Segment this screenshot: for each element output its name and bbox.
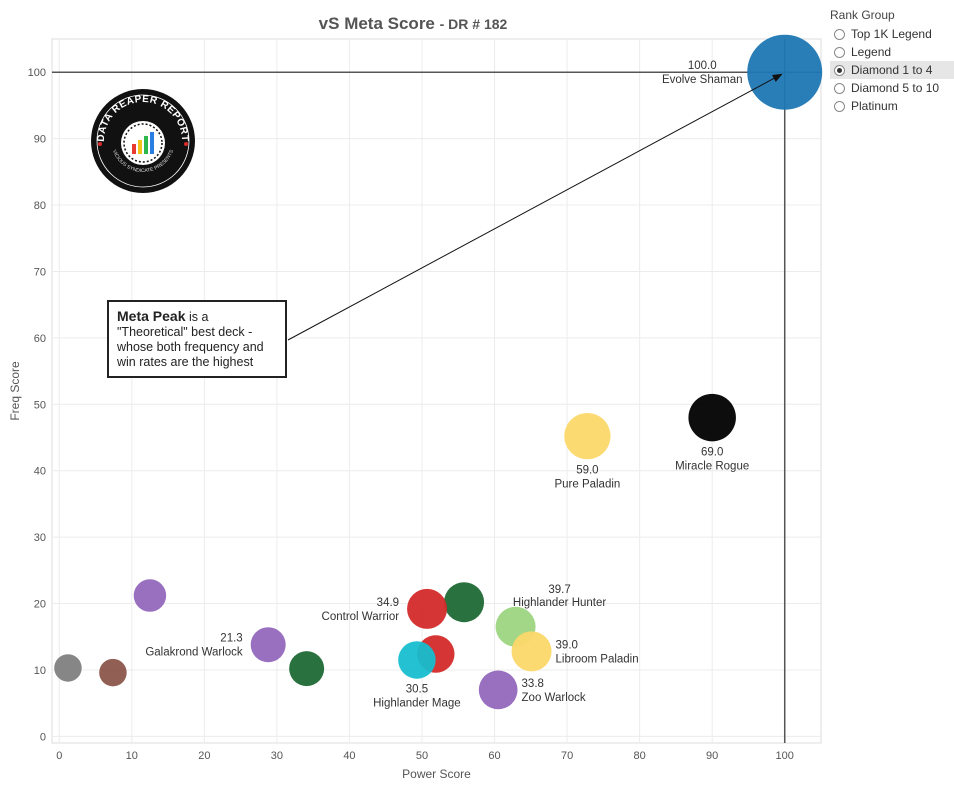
data-point [747,34,823,110]
data-point [54,654,82,682]
point-name-label: Zoo Warlock [522,692,586,704]
x-tick-label: 100 [776,750,794,762]
x-tick-label: 90 [706,750,718,762]
data-point [511,631,552,672]
radio-icon[interactable] [834,100,845,112]
legend-title: Rank Group [830,8,895,22]
rank-group-option-label: Diamond 5 to 10 [851,81,940,95]
rank-group-option[interactable]: Diamond 5 to 10 [830,79,954,97]
data-point [398,641,436,679]
point-score-label: 100.0 [688,60,717,72]
x-tick-label: 20 [198,750,210,762]
data-reaper-report-logo: DATA REAPER REPORT VICIOUS SYNDICATE PRE… [91,89,195,193]
point-score-label: 21.3 [220,633,242,645]
data-point [133,579,167,612]
point-name-label: Libroom Paladin [556,653,639,665]
x-tick-label: 80 [634,750,646,762]
point-score-label: 39.7 [548,584,570,596]
y-tick-label: 10 [34,665,46,677]
point-score-label: 34.9 [377,597,399,609]
x-tick-label: 60 [488,750,500,762]
data-point [250,627,286,663]
annotation-arrow [287,73,783,341]
point-score-label: 39.0 [556,639,578,651]
rank-group-option[interactable]: Diamond 1 to 4 [830,61,954,79]
data-point [407,588,448,629]
data-point [564,413,611,460]
radio-icon[interactable] [834,64,845,76]
point-name-label: Galakrond Warlock [145,647,243,659]
point-score-label: 59.0 [576,464,598,476]
rank-group-option-label: Diamond 1 to 4 [851,63,933,77]
y-tick-label: 90 [34,134,46,146]
x-tick-label: 10 [126,750,138,762]
x-axis-title: Power Score [402,767,471,781]
data-point [444,582,485,623]
data-point [478,670,518,710]
rank-group-option[interactable]: Platinum [830,97,954,115]
radio-icon[interactable] [834,46,845,58]
y-tick-label: 50 [34,399,46,411]
chart-title: vS Meta Score - DR # 182 [319,14,508,33]
x-tick-label: 50 [416,750,428,762]
rank-group-legend: Rank Group Top 1K Legend Legend Diamond 1 … [830,8,954,115]
y-tick-label: 0 [40,731,46,743]
rank-group-option-label: Platinum [851,99,898,113]
x-tick-label: 40 [343,750,355,762]
y-tick-label: 40 [34,466,46,478]
x-tick-label: 0 [56,750,62,762]
annotation-text: is a "Theoretical" best deck - whose bot… [117,310,264,369]
x-tick-label: 70 [561,750,573,762]
y-tick-label: 80 [34,200,46,212]
y-axis-title: Freq Score [8,361,22,421]
radio-icon[interactable] [834,82,845,94]
x-tick-label: 30 [271,750,283,762]
rank-group-option[interactable]: Top 1K Legend [830,25,954,43]
radio-icon[interactable] [834,28,845,40]
point-name-label: Highlander Mage [373,698,461,710]
y-tick-label: 100 [28,67,46,79]
point-name-label: Miracle Rogue [675,460,749,472]
rank-group-option-label: Top 1K Legend [851,27,932,41]
rank-group-option[interactable]: Legend [830,43,954,61]
y-tick-label: 30 [34,532,46,544]
annotation-bold-text: Meta Peak [117,308,186,324]
rank-group-option-label: Legend [851,45,892,59]
y-tick-label: 20 [34,599,46,611]
data-point [688,393,736,442]
point-name-label: Pure Paladin [554,478,620,490]
meta-peak-annotation: Meta Peak is a "Theoretical" best deck -… [107,300,287,378]
point-score-label: 30.5 [406,684,428,696]
y-tick-label: 60 [34,333,46,345]
data-point [99,658,127,687]
point-score-label: 33.8 [522,678,544,690]
point-name-label: Highlander Hunter [513,597,607,609]
data-point [289,651,325,687]
point-name-label: Evolve Shaman [662,74,743,86]
point-name-label: Control Warrior [322,611,400,623]
y-tick-label: 70 [34,266,46,278]
point-score-label: 69.0 [701,446,723,458]
